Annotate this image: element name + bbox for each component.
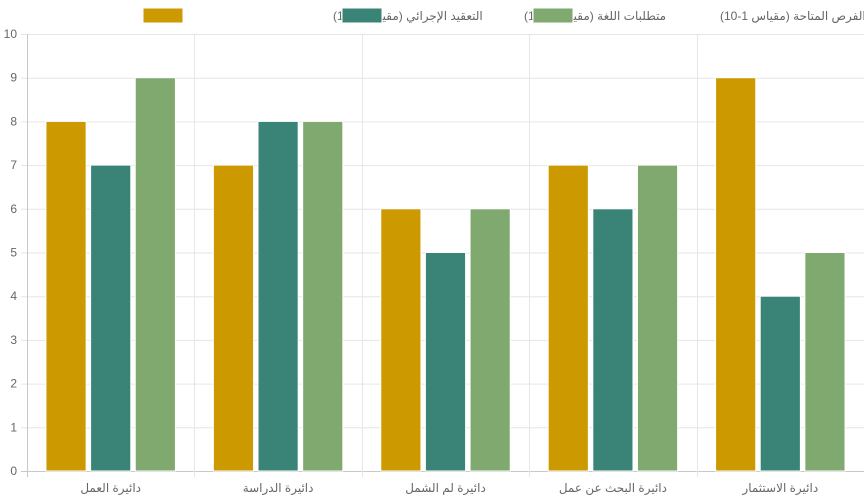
bar: [134, 77, 176, 472]
y-tick-label: 0: [10, 464, 17, 478]
y-tick-label: 4: [10, 289, 17, 303]
legend[interactable]: التعقيد الإجرائي (مقياس 1-10)متطلبات الل…: [142, 7, 864, 24]
bar: [257, 120, 299, 472]
bar: [90, 164, 132, 472]
y-tick-label: 8: [10, 114, 17, 128]
bar: [424, 252, 467, 472]
x-tick-label: دائيرة لم الشمل: [405, 481, 486, 496]
legend-swatch: [532, 7, 574, 24]
y-tick-label: 7: [10, 158, 17, 172]
axes: 0 1 2 3 4 5 6 7 8 9 10 دائيرة العمل دائيرة الدراسة دا…: [4, 27, 819, 496]
y-tick-label: 5: [10, 246, 17, 260]
x-tick-label: دائيرة العمل: [80, 481, 141, 496]
legend-swatch: [341, 7, 383, 24]
bar: [592, 208, 634, 472]
y-tick-label: 1: [10, 420, 17, 434]
legend-swatch: [142, 7, 184, 24]
bar: [302, 120, 344, 472]
bar: [547, 164, 589, 472]
bar: [804, 252, 846, 472]
bar: [715, 77, 757, 472]
bar: [45, 120, 87, 472]
y-tick-label: 9: [10, 71, 17, 85]
bars: [45, 77, 846, 472]
bar: [469, 208, 511, 472]
legend-label: الفرص المتاحة (مقياس 1-10): [720, 9, 864, 24]
y-tick-label: 10: [4, 27, 18, 41]
bar: [759, 295, 801, 472]
y-tick-label: 6: [10, 202, 17, 216]
bar: [636, 164, 679, 472]
y-tick-label: 3: [10, 333, 17, 347]
y-tick-label: 2: [10, 377, 17, 391]
bar: [380, 208, 422, 472]
x-tick-label: دائيرة الاستثمار: [741, 481, 818, 496]
bar: [212, 164, 255, 472]
x-tick-label: دائيرة الدراسة: [243, 481, 314, 496]
x-tick-label: دائيرة البحث عن عمل: [559, 481, 667, 496]
